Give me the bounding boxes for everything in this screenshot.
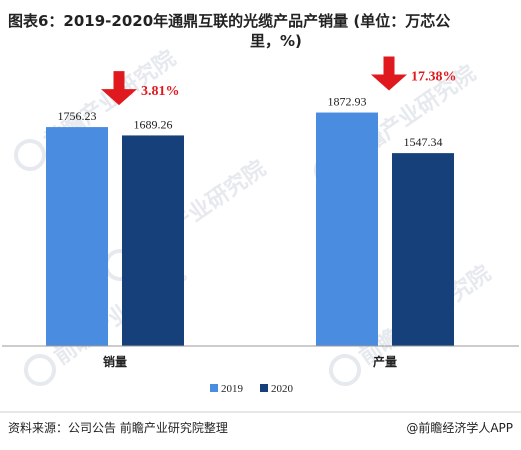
- bar-2020-销量: [122, 135, 184, 346]
- category-label-销量: 销量: [103, 354, 127, 369]
- chart-title-line2: 里，%): [250, 32, 302, 50]
- legend-label-2020: 2020: [271, 383, 294, 395]
- value-label-2019-销量: 1756.23: [58, 109, 97, 123]
- value-label-2019-产量: 1872.93: [328, 95, 367, 109]
- change-label-产量: 17.38%: [411, 70, 457, 85]
- bar-2019-产量: [316, 112, 378, 346]
- bar-2020-产量: [392, 153, 454, 346]
- legend-swatch-2019: [210, 384, 218, 392]
- category-label-产量: 产量: [373, 354, 397, 369]
- chart-title-line1: 图表6：2019-2020年通鼎互联的光缆产品产销量 (单位：万芯公: [8, 12, 450, 30]
- category-labels: 销量 产量: [103, 354, 397, 369]
- down-arrow-icon: [101, 71, 137, 106]
- down-arrow-icon: [371, 56, 407, 91]
- value-label-2020-销量: 1689.26: [134, 117, 173, 131]
- bar-2019-销量: [46, 127, 108, 346]
- brand-note: @前瞻经济学人APP: [406, 420, 513, 435]
- value-label-2020-产量: 1547.34: [404, 135, 443, 149]
- legend-label-2019: 2019: [221, 383, 244, 395]
- legend-swatch-2020: [260, 384, 268, 392]
- plot-area: 1756.23 1689.26 3.81% 1872.93 1547.34 17.38%: [46, 56, 457, 346]
- source-note: 资料来源：公司公告 前瞻产业研究院整理: [8, 420, 228, 435]
- legend: 2019 2020: [210, 383, 294, 395]
- change-label-销量: 3.81%: [141, 84, 180, 99]
